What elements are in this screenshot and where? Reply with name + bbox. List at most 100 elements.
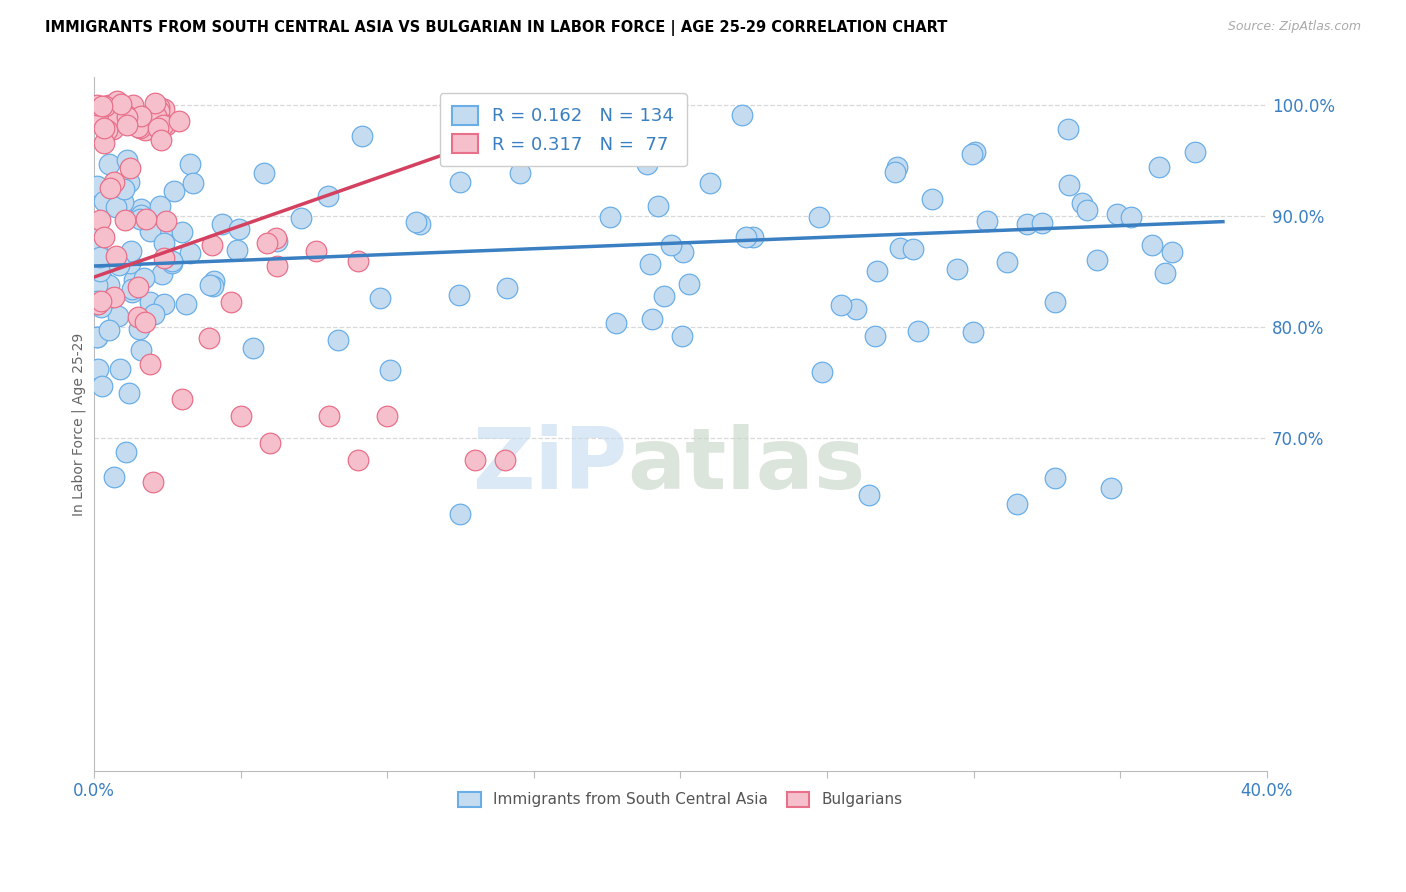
Point — [148, 104, 170, 119]
Point — [98, 181, 121, 195]
Point — [93, 229, 115, 244]
Point — [671, 329, 693, 343]
Point — [699, 176, 721, 190]
Point — [127, 280, 149, 294]
Point — [1085, 252, 1108, 267]
Point — [162, 255, 184, 269]
Point — [114, 213, 136, 227]
Point — [97, 98, 120, 112]
Point — [921, 192, 943, 206]
Point — [405, 215, 427, 229]
Point — [1031, 216, 1053, 230]
Point — [170, 225, 193, 239]
Point — [143, 95, 166, 110]
Point — [1057, 122, 1080, 136]
Point — [115, 111, 138, 125]
Point — [636, 157, 658, 171]
Point — [375, 409, 398, 423]
Point — [508, 166, 530, 180]
Point — [449, 176, 471, 190]
Point — [93, 121, 115, 136]
Point — [225, 243, 247, 257]
Point — [672, 244, 695, 259]
Point — [326, 334, 349, 348]
Point — [346, 254, 368, 268]
Point — [120, 255, 142, 269]
Point — [139, 122, 162, 136]
Point — [118, 175, 141, 189]
Point — [153, 296, 176, 310]
Point — [139, 357, 162, 371]
Point — [266, 234, 288, 248]
Point — [200, 238, 222, 252]
Point — [152, 235, 174, 250]
Point — [86, 294, 108, 309]
Point — [734, 230, 756, 244]
Point — [447, 288, 470, 302]
Point — [86, 330, 108, 344]
Point — [114, 111, 136, 125]
Point — [1059, 178, 1081, 193]
Point — [129, 202, 152, 216]
Point — [105, 106, 128, 120]
Point — [90, 254, 112, 268]
Point — [155, 214, 177, 228]
Point — [98, 323, 121, 337]
Point — [122, 98, 145, 112]
Point — [884, 164, 907, 178]
Point — [170, 392, 193, 406]
Point — [149, 133, 172, 147]
Point — [98, 193, 121, 207]
Point — [318, 409, 340, 423]
Point — [149, 199, 172, 213]
Point — [128, 322, 150, 336]
Point — [202, 279, 225, 293]
Point — [316, 189, 339, 203]
Point — [198, 331, 221, 345]
Point — [179, 246, 201, 260]
Point — [181, 176, 204, 190]
Point — [1140, 237, 1163, 252]
Point — [730, 108, 752, 122]
Point — [150, 224, 173, 238]
Point — [464, 453, 486, 467]
Point — [128, 120, 150, 134]
Point — [148, 120, 170, 135]
Point — [129, 109, 152, 123]
Point — [494, 453, 516, 467]
Point — [107, 310, 129, 324]
Point — [889, 241, 911, 255]
Point — [121, 285, 143, 299]
Point — [107, 110, 129, 124]
Point — [229, 409, 252, 423]
Point — [139, 224, 162, 238]
Point — [86, 178, 108, 193]
Point — [90, 99, 112, 113]
Point — [169, 113, 191, 128]
Point — [1161, 245, 1184, 260]
Point — [264, 231, 287, 245]
Point — [652, 289, 675, 303]
Point — [179, 157, 201, 171]
Point — [129, 343, 152, 357]
Point — [266, 259, 288, 273]
Point — [115, 445, 138, 459]
Point — [115, 118, 138, 132]
Point — [960, 147, 983, 161]
Point — [1184, 145, 1206, 160]
Point — [886, 160, 908, 174]
Point — [115, 108, 138, 122]
Point — [228, 222, 250, 236]
Point — [90, 293, 112, 308]
Point — [830, 298, 852, 312]
Point — [105, 104, 128, 119]
Point — [96, 123, 118, 137]
Point — [352, 129, 374, 144]
Point — [87, 362, 110, 376]
Point — [807, 210, 830, 224]
Point — [129, 211, 152, 226]
Point — [259, 436, 281, 450]
Point — [659, 237, 682, 252]
Legend: Immigrants from South Central Asia, Bulgarians: Immigrants from South Central Asia, Bulg… — [450, 784, 911, 815]
Point — [93, 274, 115, 288]
